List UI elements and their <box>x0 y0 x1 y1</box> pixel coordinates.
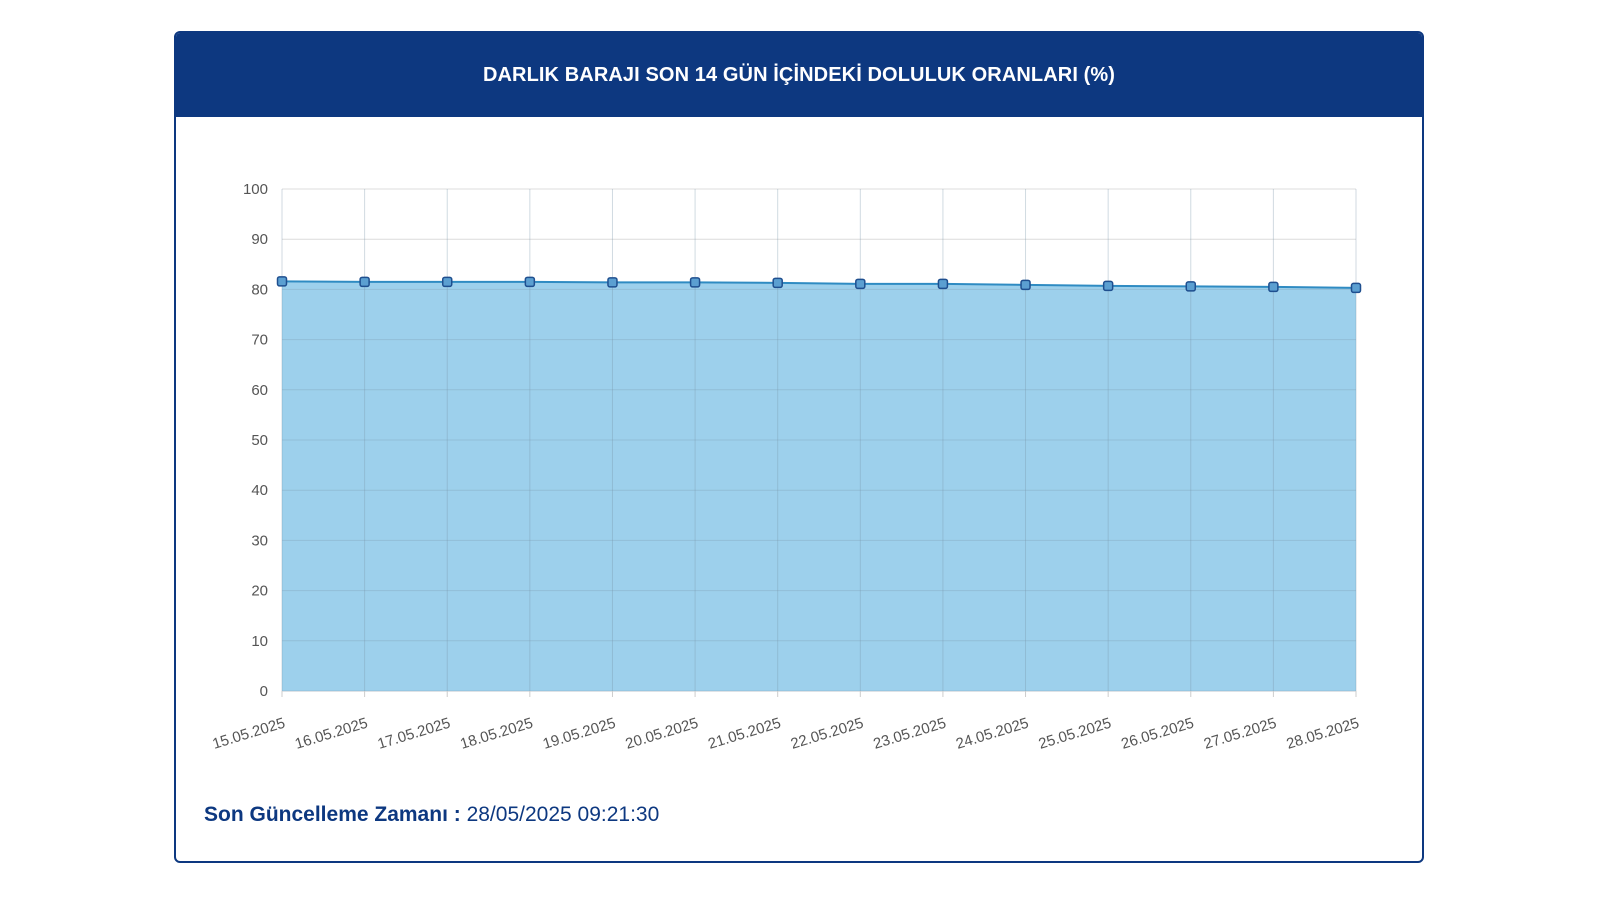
chart-area: 0 10 20 30 40 50 60 70 80 90 100 15.05.2025 16.05.20… <box>176 117 1422 777</box>
chart-title: DARLIK BARAJI SON 14 GÜN İÇİNDEKİ DOLULU… <box>482 63 1116 86</box>
x-tick-label: 28.05.2025 <box>1284 715 1361 753</box>
chart-card: DARLIK BARAJI SON 14 GÜN İÇİNDEKİ DOLULU… <box>174 31 1424 863</box>
x-tick-label: 20.05.2025 <box>623 715 700 753</box>
last-update-label: Son Güncelleme Zamanı : <box>204 803 461 826</box>
data-point-marker <box>937 278 949 290</box>
data-point-marker <box>359 276 370 288</box>
series-area-fill <box>282 281 1356 691</box>
y-tick-label: 60 <box>251 382 268 399</box>
data-point-marker <box>276 276 288 287</box>
x-tick-label: 21.05.2025 <box>706 715 783 753</box>
x-tick-label: 16.05.2025 <box>293 715 370 753</box>
data-point-marker <box>441 276 453 288</box>
x-tick-label: 25.05.2025 <box>1037 715 1114 753</box>
x-tick-label: 19.05.2025 <box>541 715 618 753</box>
y-tick-label: 90 <box>251 231 268 248</box>
y-tick-label: 50 <box>251 432 268 449</box>
area-chart: 0 10 20 30 40 50 60 70 80 90 100 15.05.2025 16.05.20… <box>210 181 1362 753</box>
last-update: Son Güncelleme Zamanı : 28/05/2025 09:21… <box>204 803 659 827</box>
y-tick-label: 20 <box>251 583 268 600</box>
x-tick-label: 15.05.2025 <box>210 715 287 753</box>
y-tick-label: 100 <box>243 181 268 198</box>
data-point-marker <box>1020 279 1031 291</box>
series-line <box>281 280 1357 289</box>
data-point-marker <box>1185 281 1197 292</box>
card-header: DARLIK BARAJI SON 14 GÜN İÇİNDEKİ DOLULU… <box>176 33 1422 117</box>
data-point-marker <box>689 277 701 288</box>
y-tick-label: 30 <box>251 532 268 549</box>
y-tick-label: 10 <box>251 633 268 650</box>
x-tick-label: 23.05.2025 <box>871 715 948 753</box>
x-tick-label: 27.05.2025 <box>1202 715 1279 753</box>
data-point-marker <box>855 278 866 290</box>
y-tick-label: 0 <box>260 683 268 700</box>
x-tick-label: 22.05.2025 <box>789 715 866 753</box>
data-point-marker <box>607 277 618 288</box>
data-point-marker <box>524 276 536 288</box>
x-tick-label: 18.05.2025 <box>458 715 535 753</box>
data-point-marker <box>1350 282 1362 294</box>
x-tick-label: 17.05.2025 <box>376 715 453 753</box>
x-tick-label: 26.05.2025 <box>1119 715 1196 753</box>
data-point-marker <box>772 277 783 289</box>
y-tick-label: 80 <box>251 281 268 298</box>
data-point-marker <box>1268 281 1279 293</box>
y-tick-label: 40 <box>251 482 268 499</box>
data-point-marker <box>1102 280 1114 292</box>
x-tick-label: 24.05.2025 <box>954 715 1031 753</box>
y-tick-label: 70 <box>251 332 268 349</box>
last-update-value: 28/05/2025 09:21:30 <box>466 803 660 826</box>
